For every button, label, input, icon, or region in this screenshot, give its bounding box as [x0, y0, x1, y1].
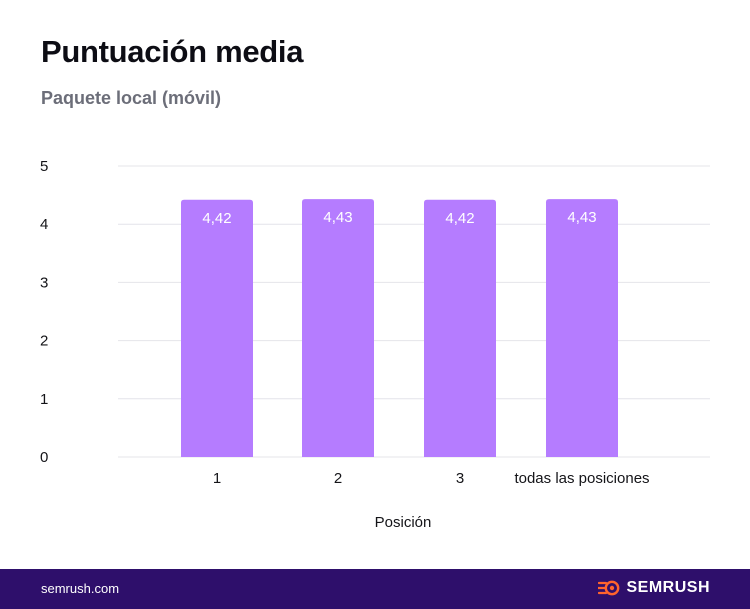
- y-tick-label: 0: [40, 449, 48, 466]
- bar: [546, 199, 618, 457]
- chart-subtitle: Paquete local (móvil): [41, 88, 222, 108]
- y-tick-label: 3: [40, 274, 48, 291]
- y-tick-label: 1: [40, 391, 48, 408]
- x-axis-label: Posición: [375, 514, 432, 531]
- semrush-fire-logo-icon: [598, 580, 620, 596]
- bar: [302, 199, 374, 457]
- footer-bar: semrush.com SEMRUSH: [0, 569, 750, 609]
- x-tick-label: 2: [334, 470, 342, 487]
- x-tick-label: todas las posiciones: [514, 470, 649, 487]
- bar-chart: 0 1 2 3 4 5 4,42 1 4,43 2 4,42 3 4,43 todas las posic…: [40, 158, 710, 531]
- y-tick-label: 5: [40, 158, 48, 175]
- data-label: 4,42: [445, 210, 474, 227]
- bar: [181, 199, 253, 458]
- brand-logo[interactable]: SEMRUSH: [598, 579, 710, 597]
- y-tick-label: 4: [40, 216, 48, 233]
- x-tick-label: 1: [213, 470, 221, 487]
- footer-url[interactable]: semrush.com: [41, 581, 120, 596]
- brand-name: SEMRUSH: [626, 579, 710, 596]
- data-label: 4,43: [323, 209, 352, 226]
- chart-title: Puntuación media: [41, 34, 304, 69]
- data-label: 4,42: [202, 210, 231, 227]
- bar: [424, 199, 496, 458]
- x-tick-label: 3: [456, 470, 464, 487]
- data-label: 4,43: [567, 209, 596, 226]
- y-tick-label: 2: [40, 333, 48, 350]
